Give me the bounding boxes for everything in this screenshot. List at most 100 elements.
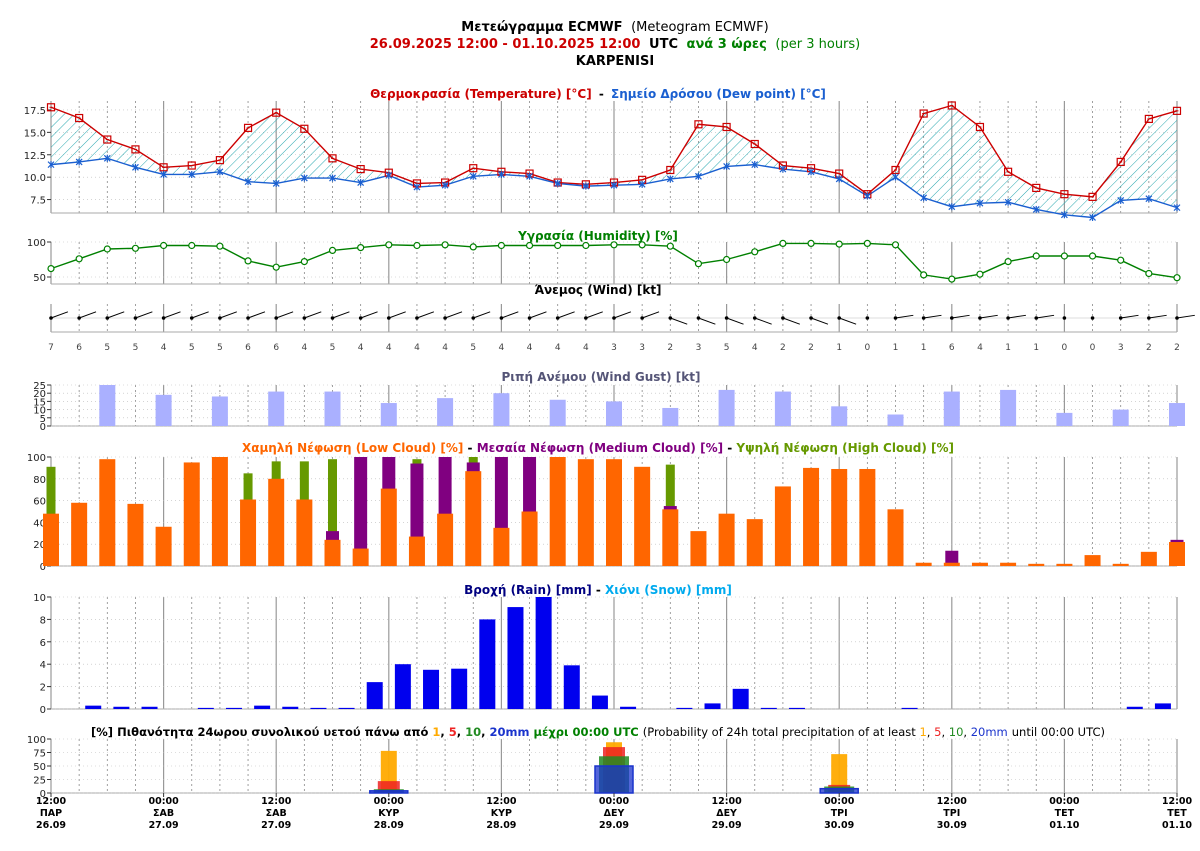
humidity-point (103, 245, 111, 253)
rain-bar (85, 705, 102, 709)
y-tick-label: 15 (33, 397, 46, 408)
x-label-date: 26.09 (36, 820, 66, 831)
humidity-point (638, 241, 646, 249)
wind-barb (529, 311, 547, 319)
wind-speed-label: 3 (696, 343, 702, 353)
header-title-english: (Meteogram ECMWF) (631, 20, 769, 35)
low-cloud-bar (774, 486, 791, 566)
rain-bar (141, 706, 158, 709)
low-cloud-bar (606, 459, 622, 566)
x-label-date: 01.10 (1049, 820, 1079, 831)
dewpoint-point (1004, 198, 1012, 206)
humidity-point (385, 241, 393, 249)
x-label-time: 12:00 (937, 796, 968, 807)
dewpoint-point (751, 161, 759, 169)
humidity-point (413, 241, 421, 250)
wind-barb (416, 311, 435, 319)
temperature-panel-title: Θερμοκρασία (Temperature) [°C] - Σημείο … (370, 87, 826, 101)
y-tick-label: 0 (40, 562, 46, 573)
dewpoint-point (948, 203, 956, 211)
wind-speed-label: 4 (499, 343, 505, 353)
humidity-point (525, 241, 534, 250)
low-cloud-bar (324, 539, 341, 566)
low-cloud-bar (549, 457, 566, 566)
prob-en-comma-3: , (963, 725, 970, 739)
x-label-time: 12:00 (36, 796, 67, 807)
low-cloud-bar (915, 562, 932, 566)
cloud-panel-title: Χαμηλή Νέφωση (Low Cloud) [%] - Μεσαία Ν… (242, 441, 954, 455)
rain-title: Βροχή (Rain) [mm] (464, 583, 592, 597)
wind-speed-label: 7 (48, 343, 54, 353)
y-tick-label: 6 (40, 638, 46, 649)
wind-speed-label: 4 (977, 343, 983, 353)
wind-station-dot (77, 316, 81, 320)
humidity-point (554, 241, 562, 250)
wind-speed-label: 5 (470, 343, 476, 353)
dewpoint-point (638, 180, 646, 188)
wind-barb (895, 314, 914, 319)
gust-bar (268, 391, 285, 426)
humidity-point (1060, 252, 1069, 260)
wind-speed-label: 1 (921, 343, 927, 353)
humidity-point (976, 270, 984, 278)
wind-barb (107, 311, 125, 319)
wind-barb (641, 311, 660, 319)
wind-speed-label: 1 (1005, 343, 1011, 353)
temperature-point (46, 103, 56, 112)
wind-barb (332, 311, 350, 319)
gust-bar (1056, 412, 1073, 426)
wind-speed-label: 4 (358, 343, 364, 353)
humidity-point (469, 243, 477, 251)
prob-p20-bar (594, 765, 634, 794)
header-utc: UTC (649, 37, 678, 52)
humidity-point (131, 244, 140, 252)
gust-bar (831, 406, 848, 426)
low-cloud-bar (1140, 551, 1157, 566)
prob-p5-bar (377, 781, 400, 793)
dewpoint-point (244, 178, 252, 186)
gust-bar (1000, 389, 1017, 426)
wind-speed-label: 4 (301, 343, 307, 353)
dewpoint-point (1173, 204, 1181, 212)
y-tick-label: 8 (40, 615, 46, 626)
low-cloud-bar (465, 471, 482, 566)
y-tick-label: 40 (33, 518, 46, 529)
humidity-point (160, 241, 168, 250)
low-cloud-bar (887, 509, 904, 566)
prob-p1-bar (831, 754, 848, 793)
wind-speed-label: 6 (949, 343, 955, 353)
header-step: ανά 3 ώρες (687, 37, 767, 52)
prob-threshold-1: 1 (432, 725, 440, 739)
wind-barb (444, 311, 463, 319)
y-tick-label: 25 (33, 381, 46, 392)
wind-station-dot (1147, 316, 1151, 320)
dewpoint-point (329, 174, 336, 182)
low-cloud-bar (437, 513, 454, 566)
low-cloud-bar (1028, 563, 1045, 566)
low-cloud-bar (268, 478, 285, 566)
humidity-point (441, 241, 449, 249)
gust-bar (437, 398, 454, 426)
prob-title-part2: μέχρι 00:00 UTC (534, 725, 639, 739)
gust-bar (1112, 409, 1129, 426)
wind-speed-label: 5 (330, 343, 336, 353)
dewpoint-point (892, 173, 899, 181)
rain-panel: 0 2 4 6 8 10 (33, 593, 1177, 716)
wind-barb (923, 314, 942, 319)
temperature-point (243, 123, 253, 132)
x-label-day: ΔΕΥ (716, 808, 737, 819)
rain-bar (225, 707, 242, 709)
gust-bar (549, 399, 566, 426)
humidity-point (1032, 252, 1040, 260)
y-tick-label: 75 (33, 749, 46, 760)
humidity-point (1088, 252, 1097, 260)
dewpoint-point (779, 165, 787, 173)
wind-speed-label: 1 (893, 343, 899, 353)
wind-panel: 7 6 5 5 4 5 5 6 6 4 5 4 4 4 4 5 4 4 4 4 3 3 2 3 5 4 2 2 1 0 1 1 6 4 1 1 0 0 3 2… (48, 311, 1195, 353)
gust-panel-title: Ριπή Ανέμου (Wind Gust) [kt] (502, 370, 701, 384)
prob-comma-1: , (440, 725, 448, 739)
rain-bar (254, 705, 271, 709)
low-cloud-bar (380, 488, 397, 566)
wind-barb (557, 311, 575, 319)
x-label-date: 28.09 (374, 820, 404, 831)
